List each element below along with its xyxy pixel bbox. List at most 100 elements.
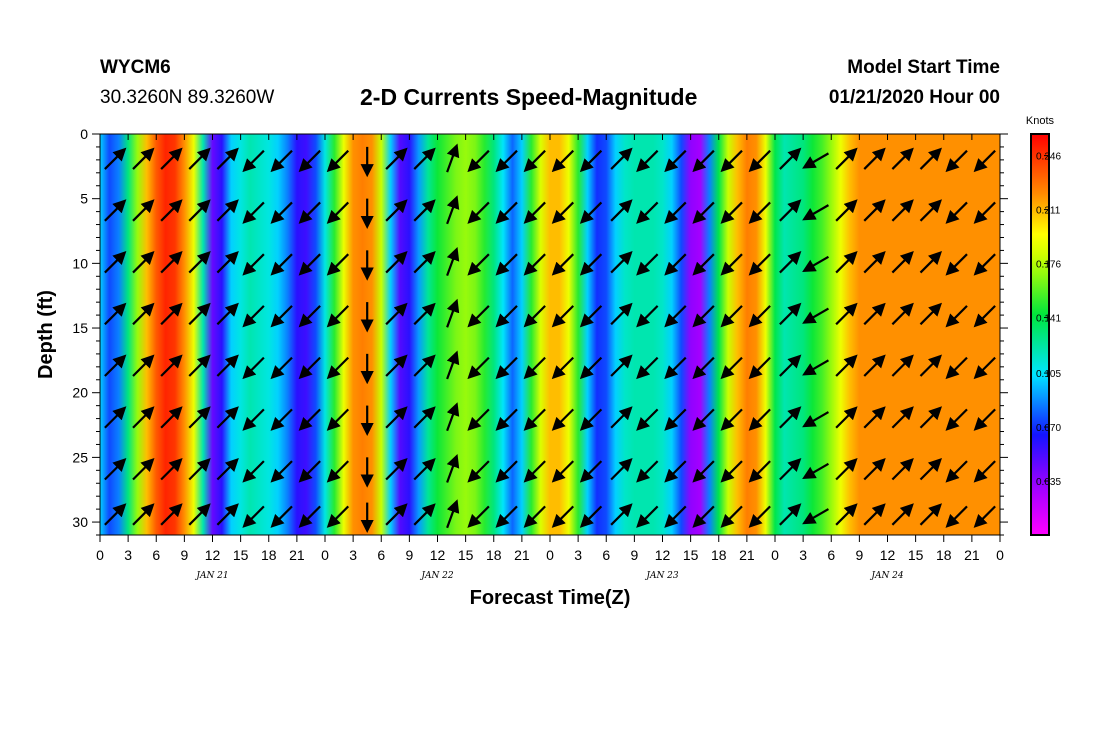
current-arrow — [385, 503, 408, 526]
current-arrow — [495, 305, 518, 328]
current-arrow — [636, 149, 659, 173]
current-arrow — [891, 503, 914, 526]
current-arrow — [551, 408, 575, 431]
current-arrow — [495, 253, 518, 276]
x-tick-label: 18 — [936, 547, 952, 563]
current-arrow — [132, 354, 155, 377]
current-arrow — [835, 302, 858, 326]
colorbar: 0.246 0.211 0.176 0.141 0.105 0.070 0.035 — [1030, 133, 1061, 536]
current-arrow — [579, 460, 603, 483]
current-arrow — [298, 356, 321, 380]
current-vector-layer — [104, 143, 996, 533]
current-arrow — [610, 354, 633, 377]
current-arrow — [891, 406, 914, 429]
current-arrow — [891, 251, 914, 274]
current-arrow — [610, 199, 633, 222]
current-arrow — [132, 503, 155, 526]
current-arrow — [636, 305, 659, 328]
current-arrow — [270, 305, 293, 328]
current-arrow — [610, 147, 633, 170]
current-arrow — [579, 149, 603, 173]
x-tick-label: 6 — [377, 547, 385, 563]
current-arrow — [720, 505, 743, 528]
colorbar-unit: Knots — [1026, 115, 1055, 127]
current-arrow — [664, 408, 687, 431]
current-arrow — [298, 408, 321, 431]
current-arrow — [298, 460, 321, 483]
y-axis-title: Depth (ft) — [35, 290, 57, 379]
current-arrow — [835, 458, 858, 481]
current-arrow — [104, 503, 127, 526]
current-arrow — [919, 406, 942, 429]
current-arrow — [945, 305, 968, 328]
current-arrow — [551, 201, 575, 224]
current-arrow — [748, 356, 771, 380]
current-arrow — [779, 406, 802, 429]
current-arrow — [446, 143, 460, 173]
current-arrow — [385, 251, 408, 274]
current-arrow — [720, 149, 743, 173]
current-arrow — [495, 408, 518, 431]
current-arrow — [413, 302, 436, 326]
current-arrow — [188, 458, 211, 481]
current-arrow — [132, 458, 155, 481]
current-arrow — [385, 354, 408, 377]
current-arrow — [636, 201, 659, 224]
x-tick-label: 3 — [349, 547, 357, 563]
current-arrow — [748, 201, 771, 224]
current-arrow — [270, 460, 293, 483]
current-arrow — [692, 505, 715, 528]
current-arrow — [945, 253, 968, 276]
current-arrow — [104, 199, 127, 222]
current-arrow — [891, 302, 914, 326]
current-arrow — [446, 453, 460, 483]
current-arrow — [919, 302, 942, 326]
x-tick-label: 3 — [799, 547, 807, 563]
current-arrow — [891, 199, 914, 222]
current-arrow — [326, 408, 350, 431]
current-arrow — [802, 255, 829, 273]
current-arrow — [748, 253, 771, 276]
x-tick-label: 9 — [855, 547, 863, 563]
x-axis-title: Forecast Time(Z) — [470, 587, 631, 609]
current-arrow — [636, 356, 659, 380]
x-tick-label: 15 — [908, 547, 924, 563]
current-arrow — [270, 356, 293, 380]
current-arrow — [720, 305, 743, 328]
current-arrow — [802, 152, 829, 169]
current-arrow — [579, 356, 603, 380]
x-date-label: JAN 22 — [419, 571, 454, 581]
current-arrow — [835, 251, 858, 274]
current-arrow — [636, 505, 659, 528]
current-arrow — [242, 305, 265, 328]
current-arrow — [216, 199, 239, 222]
station-coordinates: 30.3260N 89.3260W — [100, 87, 275, 108]
x-tick-label: 0 — [996, 547, 1004, 563]
current-arrow — [216, 354, 239, 377]
current-arrow — [216, 147, 239, 170]
current-arrow — [551, 505, 575, 528]
colorbar-scale — [1030, 133, 1050, 536]
current-arrow — [636, 460, 659, 483]
current-arrow — [891, 354, 914, 377]
current-arrow — [132, 199, 155, 222]
current-arrow — [891, 458, 914, 481]
current-arrow — [385, 147, 408, 170]
y-tick-label: 5 — [80, 191, 88, 207]
current-arrow — [160, 406, 183, 429]
current-arrow — [495, 460, 518, 483]
current-arrow — [863, 503, 886, 526]
current-arrow — [298, 305, 321, 328]
colorbar-tick-label: 0.141 — [1036, 314, 1061, 325]
current-arrow — [802, 307, 829, 324]
x-tick-label: 15 — [683, 547, 699, 563]
y-tick-label: 25 — [72, 449, 88, 465]
current-arrow — [270, 253, 293, 276]
current-arrow — [802, 411, 829, 428]
current-arrow — [446, 499, 460, 529]
x-tick-label: 6 — [152, 547, 160, 563]
current-arrow — [863, 147, 886, 170]
current-arrow — [385, 406, 408, 429]
current-arrow — [242, 149, 265, 173]
current-arrow — [664, 149, 687, 173]
